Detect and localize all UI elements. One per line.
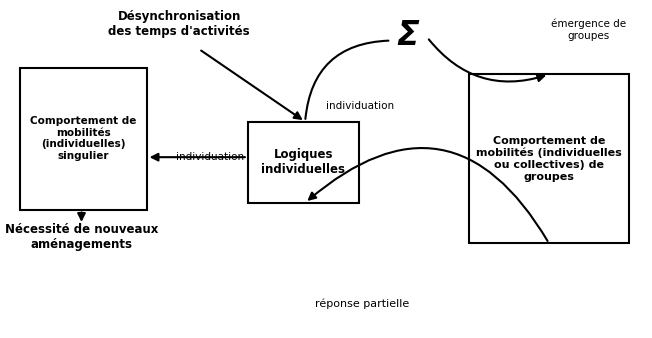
- Text: individuation: individuation: [177, 152, 244, 162]
- FancyBboxPatch shape: [248, 122, 359, 203]
- Text: Nécessité de nouveaux
aménagements: Nécessité de nouveaux aménagements: [5, 223, 158, 251]
- Text: réponse partielle: réponse partielle: [315, 299, 409, 309]
- Text: Comportement de
mobilités (individuelles
ou collectives) de
groupes: Comportement de mobilités (individuelles…: [477, 136, 622, 182]
- FancyBboxPatch shape: [469, 74, 629, 243]
- Text: émergence de
groupes: émergence de groupes: [551, 19, 626, 41]
- FancyBboxPatch shape: [20, 68, 147, 210]
- Text: Désynchronisation
des temps d'activités: Désynchronisation des temps d'activités: [108, 10, 250, 38]
- Text: Σ: Σ: [396, 19, 419, 52]
- Text: Logiques
individuelles: Logiques individuelles: [261, 148, 345, 176]
- Text: individuation: individuation: [326, 101, 394, 112]
- Text: Comportement de
mobilités
(individuelles)
singulier: Comportement de mobilités (individuelles…: [30, 116, 136, 161]
